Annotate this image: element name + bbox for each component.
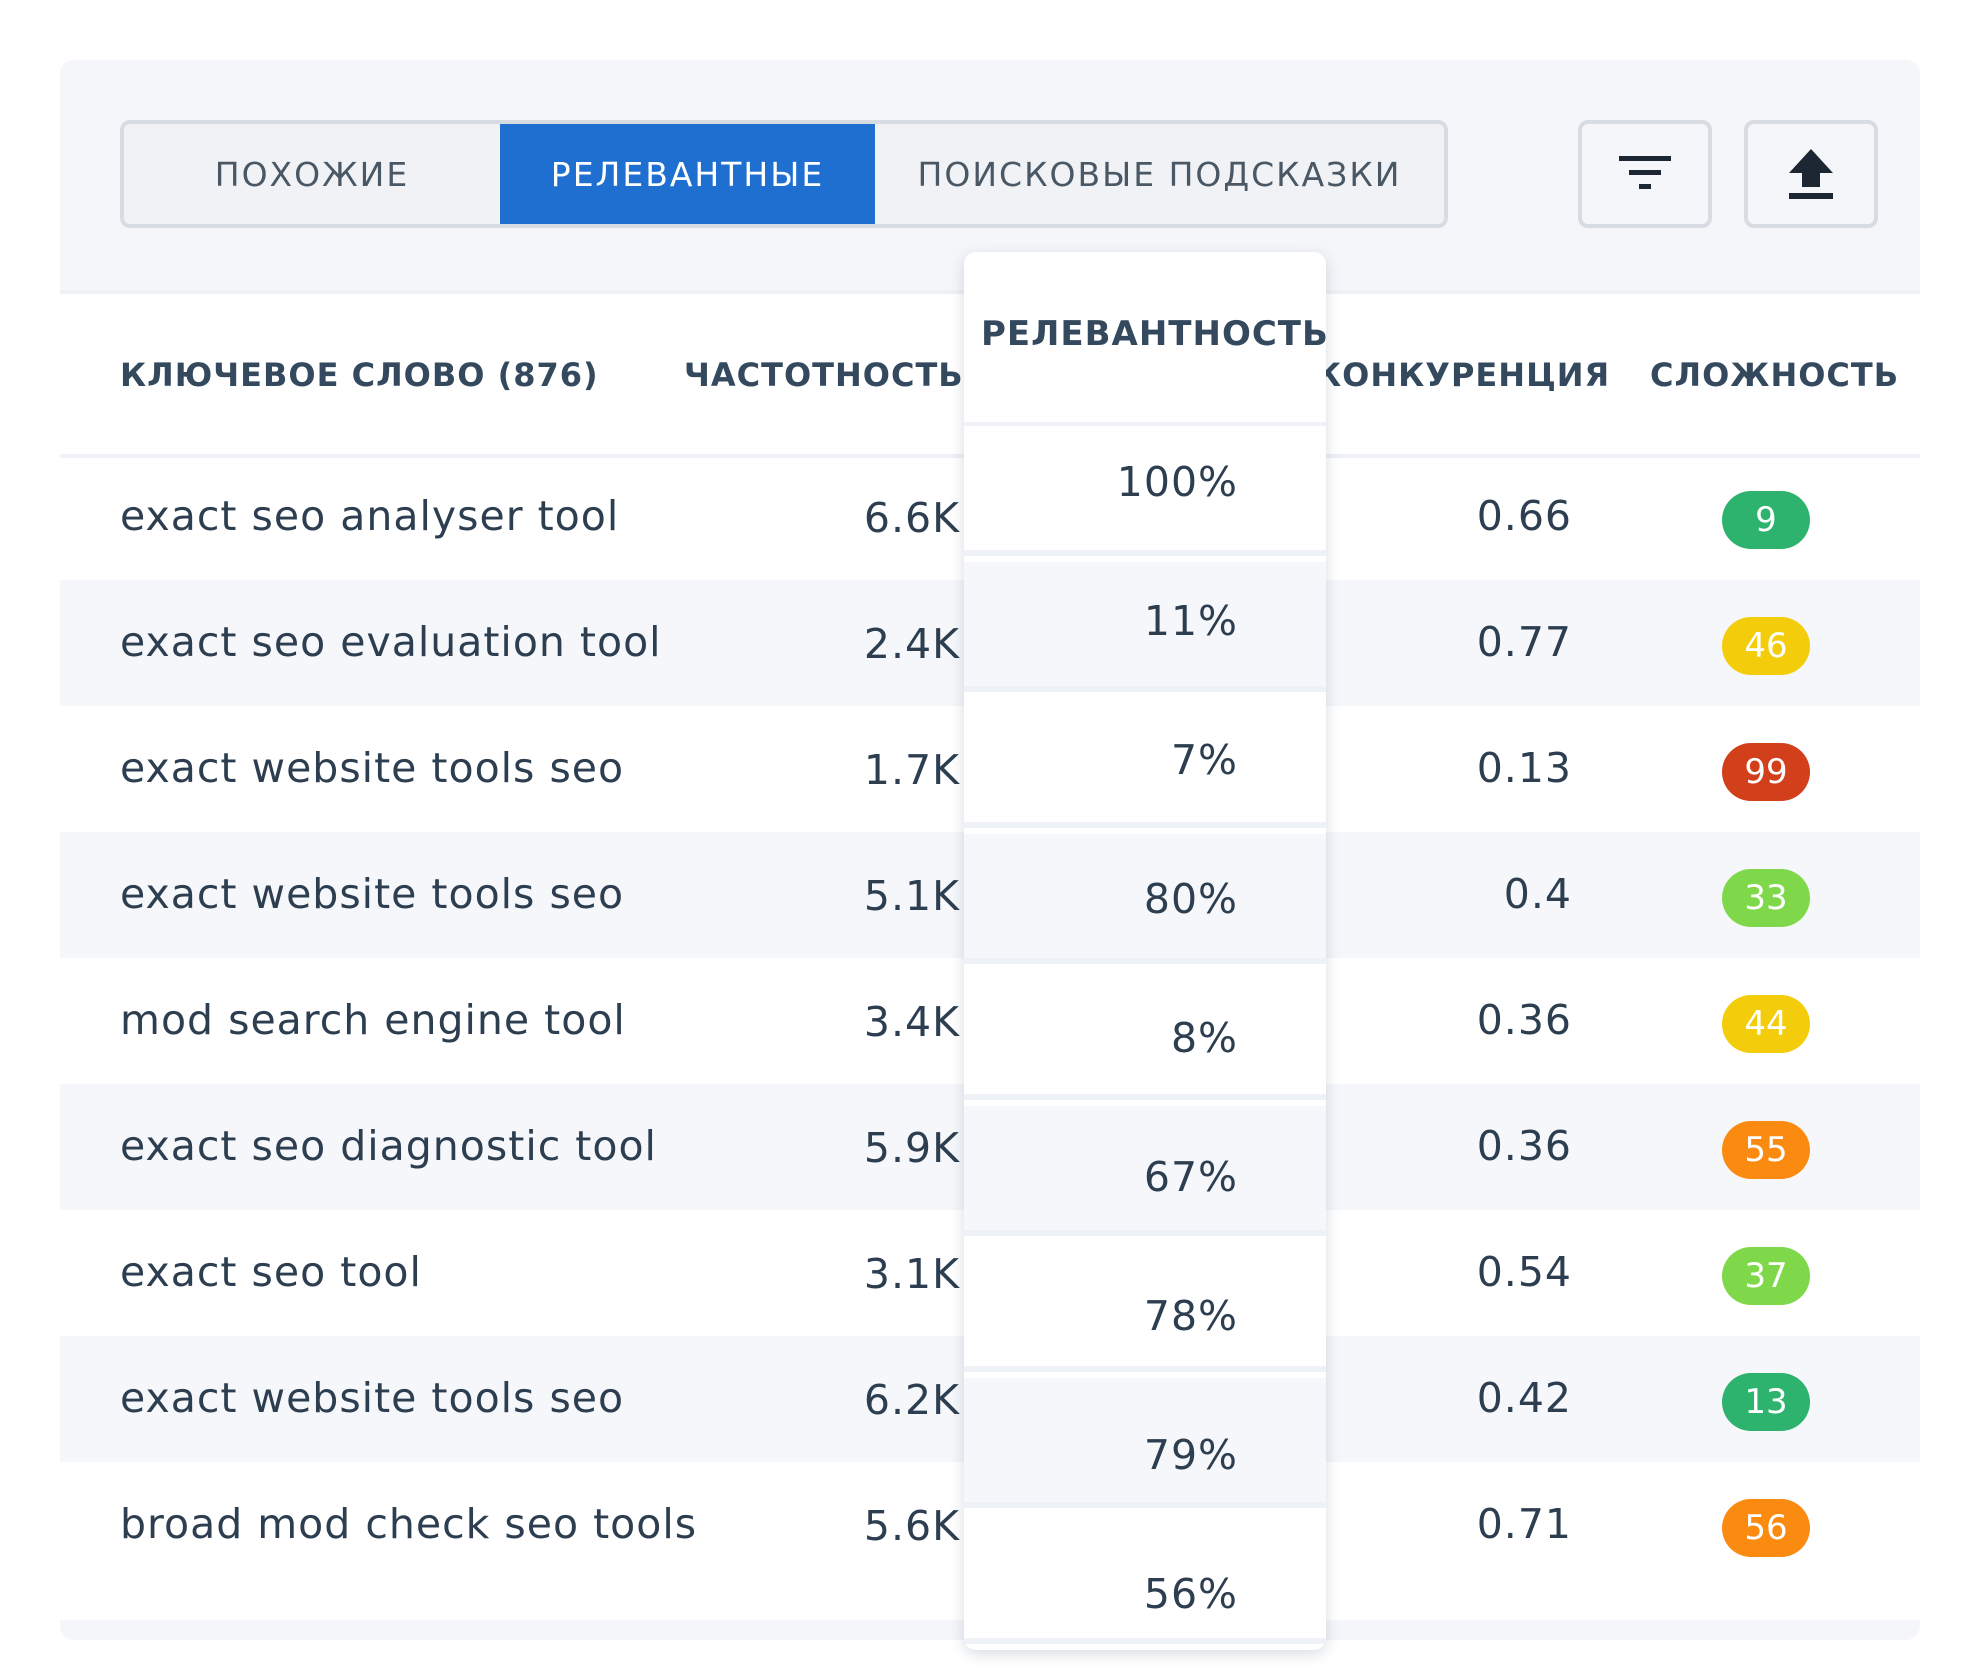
difficulty-badge: 33 bbox=[1722, 869, 1810, 927]
tab-relevant[interactable]: РЕЛЕВАНТНЫЕ bbox=[500, 124, 875, 224]
difficulty-badge: 37 bbox=[1722, 1247, 1810, 1305]
frequency-cell: 3.4K bbox=[863, 998, 960, 1046]
relevance-cell: 100% bbox=[964, 426, 1326, 556]
filter-icon bbox=[1619, 156, 1671, 189]
relevance-cell: 56% bbox=[964, 1514, 1326, 1644]
keyword-cell[interactable]: exact website tools seo bbox=[120, 1374, 625, 1422]
difficulty-badge: 56 bbox=[1722, 1499, 1810, 1557]
keyword-cell[interactable]: exact website tools seo bbox=[120, 744, 625, 792]
column-difficulty[interactable]: СЛОЖНОСТЬ bbox=[1650, 356, 1900, 394]
keyword-cell[interactable]: exact seo evaluation tool bbox=[120, 618, 662, 666]
column-competition[interactable]: КОНКУРЕНЦИЯ bbox=[1315, 356, 1611, 394]
relevance-value: 11% bbox=[1143, 597, 1238, 645]
keyword-cell[interactable]: exact seo tool bbox=[120, 1248, 422, 1296]
export-button[interactable] bbox=[1744, 120, 1878, 228]
filter-button[interactable] bbox=[1578, 120, 1712, 228]
relevance-value: 79% bbox=[1143, 1431, 1238, 1479]
tab-similar[interactable]: ПОХОЖИЕ bbox=[214, 154, 410, 194]
table-row[interactable]: exact website tools seo 6.2K 0.42 13 bbox=[60, 1336, 1920, 1462]
frequency-cell: 5.1K bbox=[863, 872, 960, 920]
frequency-cell: 2.4K bbox=[863, 620, 960, 668]
table-row[interactable]: mod search engine tool 3.4K 0.36 44 bbox=[60, 958, 1920, 1084]
tab-group: ПОХОЖИЕ РЕЛЕВАНТНЫЕ ПОИСКОВЫЕ ПОДСКАЗКИ bbox=[120, 120, 1448, 228]
competition-cell: 0.54 bbox=[1476, 1248, 1572, 1296]
difficulty-badge: 13 bbox=[1722, 1373, 1810, 1431]
frequency-cell: 5.9K bbox=[863, 1124, 960, 1172]
column-frequency[interactable]: ЧАСТОТНОСТЬ bbox=[684, 356, 964, 394]
competition-cell: 0.13 bbox=[1476, 744, 1572, 792]
relevance-cell: 67% bbox=[964, 1106, 1326, 1236]
keyword-cell[interactable]: exact seo analyser tool bbox=[120, 492, 620, 540]
relevance-value: 56% bbox=[1143, 1570, 1238, 1618]
frequency-cell: 1.7K bbox=[863, 746, 960, 794]
column-relevance-header[interactable]: РЕЛЕВАНТНОСТЬ bbox=[964, 252, 1326, 426]
difficulty-badge: 99 bbox=[1722, 743, 1810, 801]
competition-cell: 0.36 bbox=[1476, 996, 1572, 1044]
column-relevance[interactable]: РЕЛЕВАНТНОСТЬ bbox=[981, 314, 1326, 354]
relevance-value: 67% bbox=[1143, 1153, 1238, 1201]
difficulty-badge: 55 bbox=[1722, 1121, 1810, 1179]
table-row[interactable]: broad mod check seo tools 5.6K 0.71 56 bbox=[60, 1462, 1920, 1588]
relevance-value: 100% bbox=[1116, 458, 1238, 506]
relevance-cell: 79% bbox=[964, 1378, 1326, 1508]
column-keyword[interactable]: КЛЮЧЕВОЕ СЛОВО (876) bbox=[120, 356, 599, 394]
competition-cell: 0.71 bbox=[1476, 1500, 1572, 1548]
relevance-cell: 7% bbox=[964, 698, 1326, 828]
difficulty-badge: 44 bbox=[1722, 995, 1810, 1053]
keyword-cell[interactable]: mod search engine tool bbox=[120, 996, 626, 1044]
relevance-cell: 8% bbox=[964, 970, 1326, 1100]
competition-cell: 0.36 bbox=[1476, 1122, 1572, 1170]
table-row[interactable]: exact seo tool 3.1K 0.54 37 bbox=[60, 1210, 1920, 1336]
relevance-value: 7% bbox=[1170, 736, 1238, 784]
relevance-cell: 78% bbox=[964, 1242, 1326, 1372]
relevance-column-highlight: РЕЛЕВАНТНОСТЬ 100% 11% 7% 80% 8% 67% 78% 79% 56% bbox=[964, 252, 1326, 1650]
frequency-cell: 6.2K bbox=[863, 1376, 960, 1424]
difficulty-badge: 46 bbox=[1722, 617, 1810, 675]
relevance-value: 78% bbox=[1143, 1292, 1238, 1340]
export-upload-icon bbox=[1789, 149, 1833, 199]
frequency-cell: 5.6K bbox=[863, 1502, 960, 1550]
relevance-value: 8% bbox=[1170, 1014, 1238, 1062]
frequency-cell: 6.6K bbox=[863, 494, 960, 542]
competition-cell: 0.77 bbox=[1476, 618, 1572, 666]
relevance-value: 80% bbox=[1143, 875, 1238, 923]
frequency-cell: 3.1K bbox=[863, 1250, 960, 1298]
table-row[interactable]: exact website tools seo 1.7K 0.13 99 bbox=[60, 706, 1920, 832]
tab-search-suggestions[interactable]: ПОИСКОВЫЕ ПОДСКАЗКИ bbox=[917, 154, 1402, 194]
keyword-cell[interactable]: exact website tools seo bbox=[120, 870, 625, 918]
keyword-cell[interactable]: broad mod check seo tools bbox=[120, 1500, 698, 1548]
relevance-cell: 11% bbox=[964, 562, 1326, 692]
competition-cell: 0.66 bbox=[1476, 492, 1572, 540]
keyword-cell[interactable]: exact seo diagnostic tool bbox=[120, 1122, 657, 1170]
difficulty-badge: 9 bbox=[1722, 491, 1810, 549]
competition-cell: 0.4 bbox=[1503, 870, 1572, 918]
table-row[interactable]: exact seo analyser tool 6.6K 0.66 9 bbox=[60, 454, 1920, 580]
relevance-cell: 80% bbox=[964, 834, 1326, 964]
competition-cell: 0.42 bbox=[1476, 1374, 1572, 1422]
